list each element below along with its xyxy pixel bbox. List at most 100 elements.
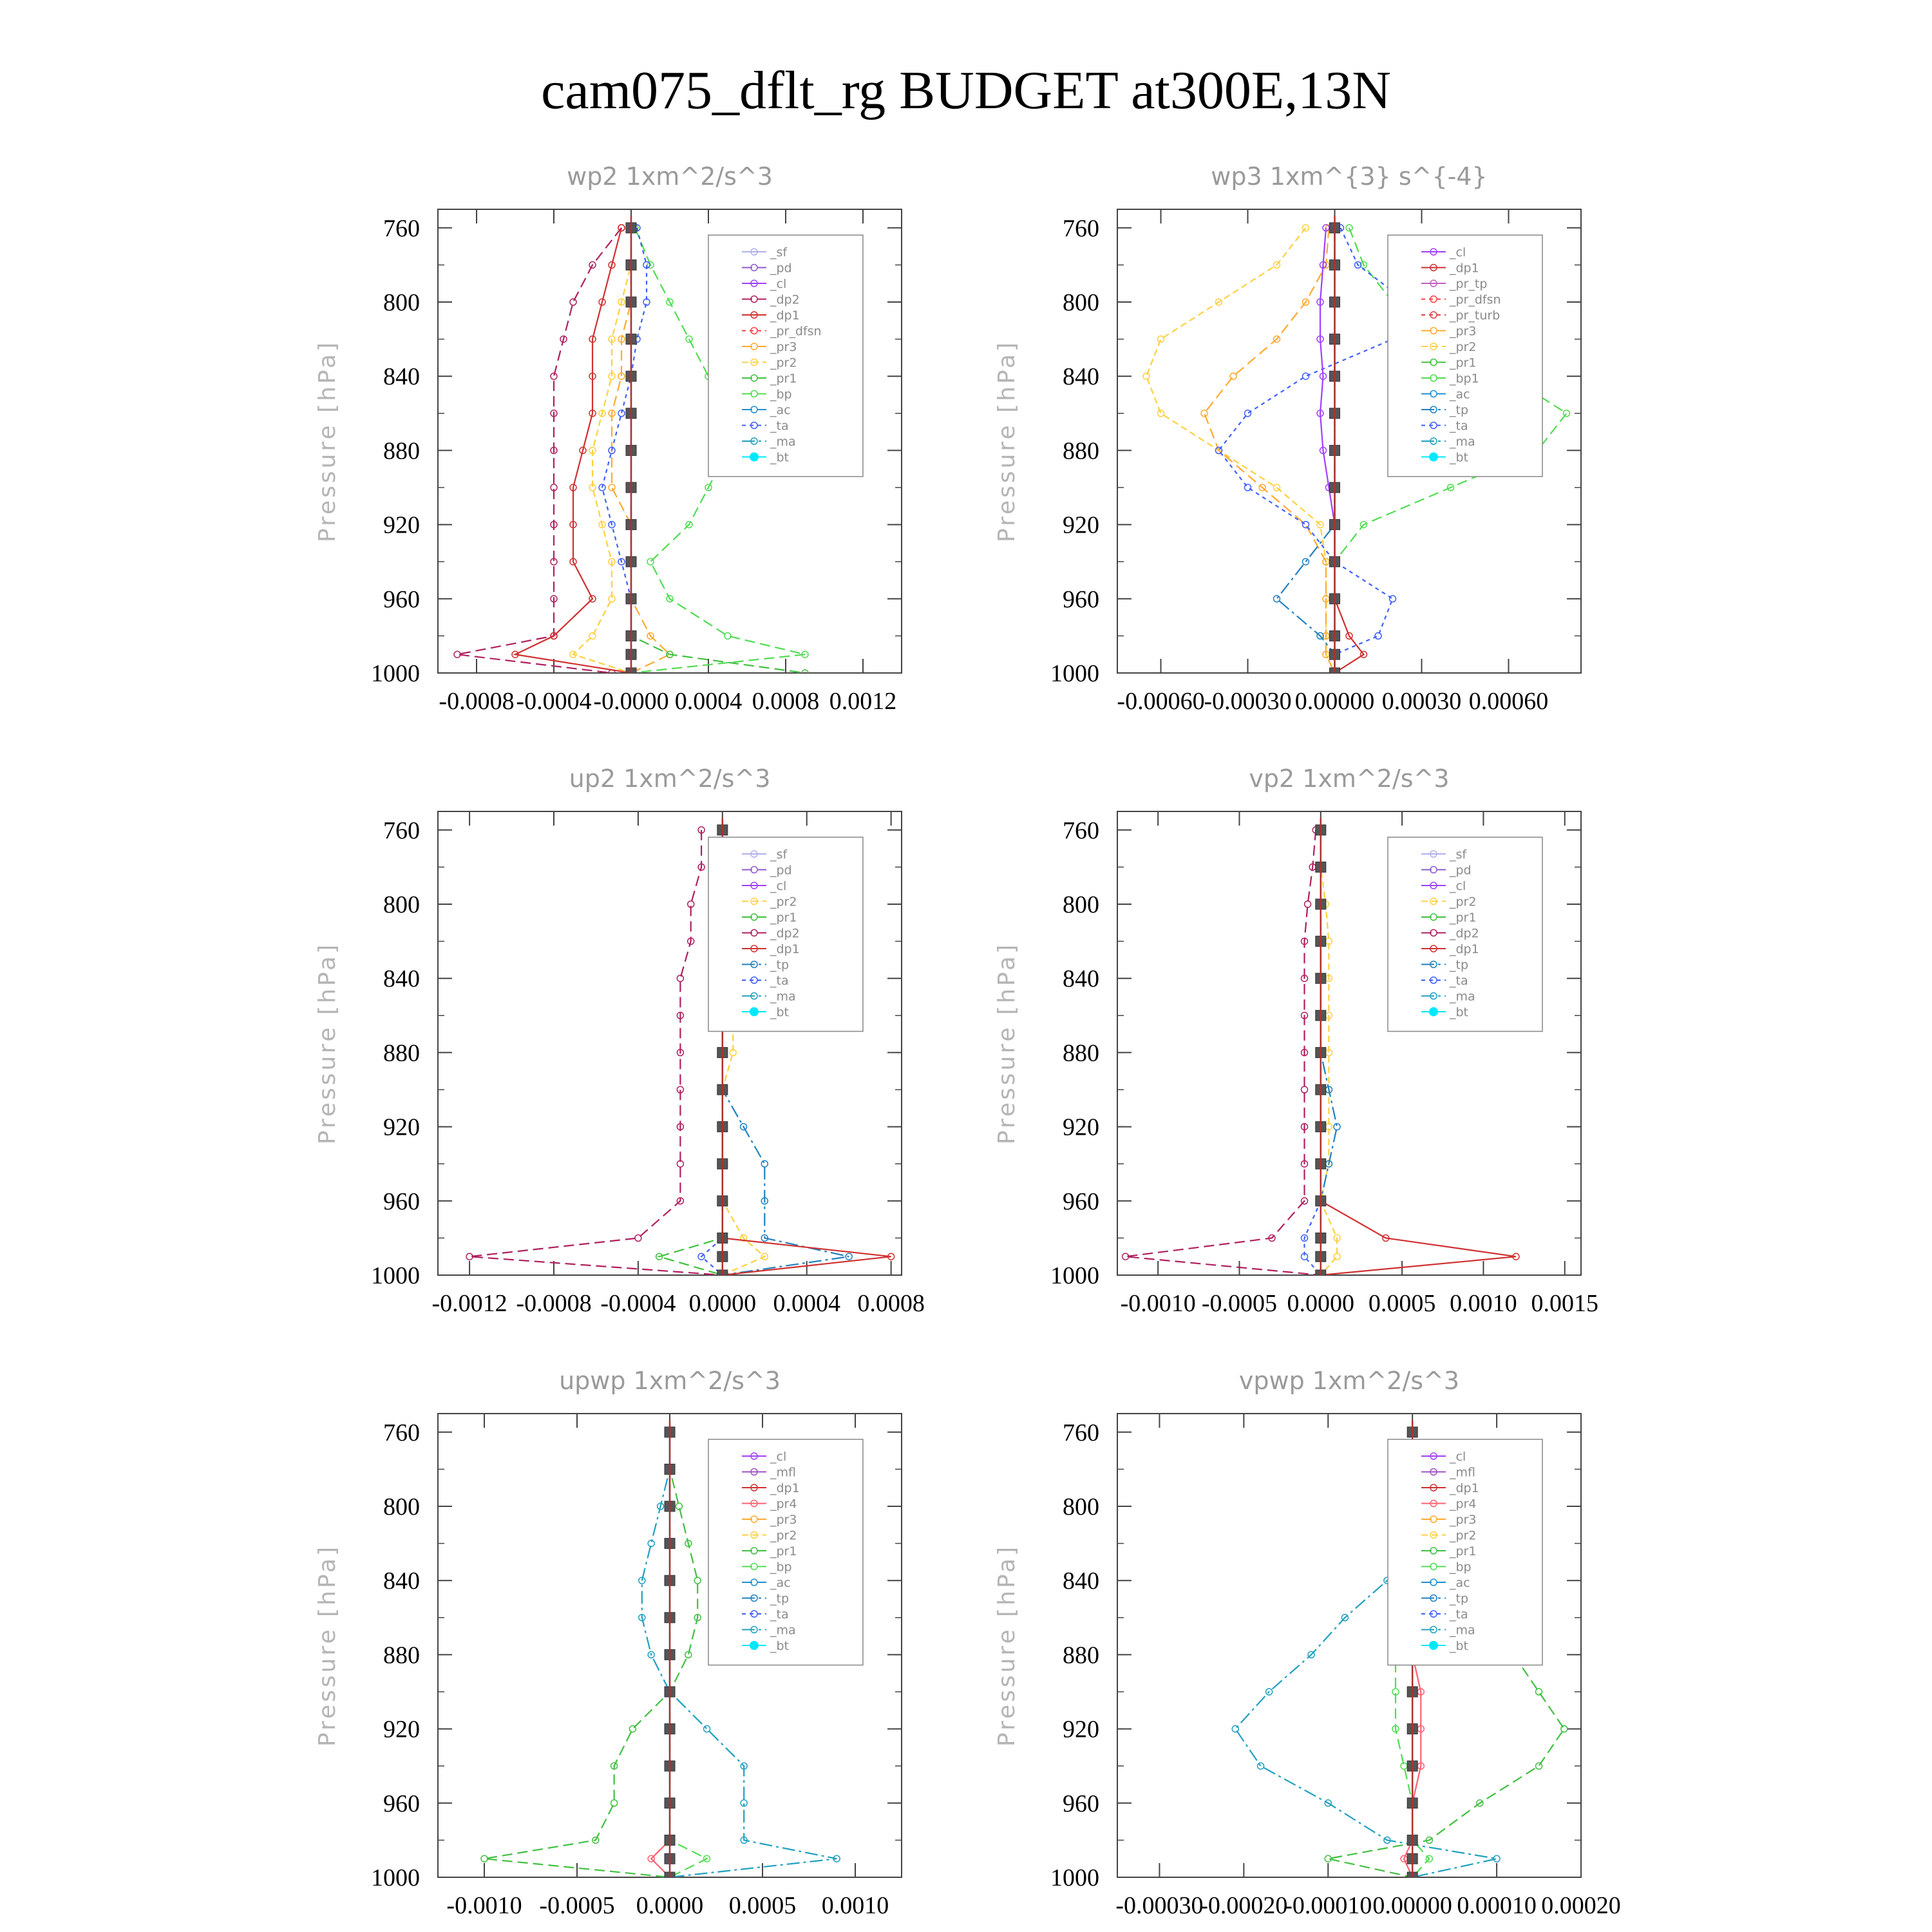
legend-label: _mfl [770, 1466, 796, 1480]
series-line-ta [1218, 227, 1408, 673]
data-point [579, 446, 587, 455]
x-tick-label: 0.0012 [829, 688, 897, 715]
x-tick-label: -0.0004 [516, 688, 591, 715]
x-tick-label: 0.0005 [729, 1892, 797, 1919]
legend-marker [750, 897, 758, 905]
legend-marker [750, 327, 758, 335]
legend-label: _dp1 [770, 942, 800, 956]
data-point [685, 335, 693, 343]
data-point [1392, 1688, 1399, 1696]
legend-label: _pr_dfsn [770, 325, 822, 339]
data-point [618, 335, 625, 343]
data-point [1300, 1086, 1309, 1094]
panel-title: up2 1xm^2/s^3 [569, 764, 771, 793]
data-point [1142, 372, 1150, 380]
data-point [740, 1836, 748, 1844]
legend-marker [1430, 1484, 1437, 1492]
series-line-dp2 [469, 829, 723, 1275]
y-tick-label: 960 [383, 1188, 420, 1215]
series-line-pr2 [721, 829, 766, 1275]
data-point [1382, 1234, 1390, 1242]
legend-marker [750, 263, 758, 272]
data-point [647, 1651, 655, 1659]
data-point [1302, 558, 1310, 565]
data-point [1215, 446, 1223, 455]
plot-frame [437, 811, 902, 1276]
panel-6: vpwp 1xm^2/s^3 Pressure [hPa] 760 800 840 880… [994, 1367, 1621, 1919]
panel-2: wp3 1xm^{3} s^{-4} Pressure [hPa] 760 800 84… [994, 162, 1582, 715]
data-point [511, 650, 519, 658]
series-line-dp2 [457, 227, 622, 673]
y-tick-label: 840 [1063, 363, 1099, 390]
data-point [676, 1086, 685, 1094]
data-point [1560, 1725, 1568, 1733]
legend-marker [1430, 1625, 1437, 1634]
legend-label: _bp [1449, 1560, 1472, 1575]
legend-marker [1430, 1547, 1437, 1555]
legend-marker [750, 1531, 758, 1539]
legend-label: _ac [1449, 388, 1470, 402]
y-tick-label: 800 [383, 289, 420, 316]
x-tick-label: -0.0008 [516, 1290, 591, 1317]
legend-label: _ta [770, 1607, 789, 1622]
data-point [740, 1799, 748, 1807]
legend-marker [750, 1484, 758, 1492]
legend-marker [1430, 1452, 1437, 1460]
data-point [1359, 520, 1368, 529]
data-point [589, 261, 596, 269]
legend-marker [750, 279, 758, 287]
data-point [1258, 484, 1266, 491]
y-tick-label: 920 [383, 1114, 420, 1141]
data-point [1319, 261, 1327, 269]
data-point [569, 520, 577, 529]
data-point [1359, 261, 1368, 269]
data-point [610, 1799, 618, 1807]
x-tick-label: -0.00030 [1115, 1892, 1203, 1919]
y-tick-label: 880 [383, 1642, 420, 1669]
data-point [739, 1234, 748, 1242]
data-point [1562, 410, 1571, 417]
data-point [1231, 1725, 1240, 1733]
data-point [1476, 1799, 1484, 1807]
data-point [589, 595, 596, 603]
panel-5: upwp 1xm^2/s^3 Pressure [hPa] 760 800 840 880… [314, 1367, 902, 1919]
y-tick-label: 840 [383, 965, 420, 992]
legend-box [708, 234, 864, 477]
legend-marker [750, 421, 758, 430]
data-point [598, 298, 606, 306]
legend-marker [1429, 1641, 1438, 1650]
x-tick-label: -0.00010 [1284, 1892, 1372, 1919]
legend-marker [1430, 992, 1437, 1000]
series-line-dp2 [1125, 829, 1321, 1275]
legend-marker [750, 1499, 758, 1508]
y-tick-label: 760 [1063, 1419, 1099, 1446]
legend-marker [1430, 945, 1437, 952]
legend-label: _pr2 [770, 895, 797, 909]
legend-label: _pr2 [770, 1529, 797, 1543]
legend-marker [750, 1610, 758, 1618]
legend-label: _pr1 [770, 372, 797, 386]
y-axis-label: Pressure [hPa] [994, 340, 1020, 542]
data-point [1493, 1855, 1501, 1862]
legend-marker [1430, 897, 1437, 905]
y-tick-label: 1000 [371, 660, 420, 687]
y-tick-label: 880 [383, 1039, 420, 1066]
x-tick-label: 0.00020 [1541, 1892, 1621, 1919]
legend-label: _ta [1449, 974, 1468, 988]
data-point [643, 261, 650, 269]
legend-label: _pr1 [1449, 911, 1476, 925]
y-tick-label: 960 [1063, 586, 1099, 613]
data-point [724, 632, 732, 640]
data-point [1157, 410, 1165, 417]
legend-marker [750, 992, 758, 1000]
x-tick-label: -0.0010 [1121, 1290, 1196, 1317]
data-point [1273, 335, 1281, 343]
plot-frame [1117, 1413, 1582, 1878]
data-point [1273, 261, 1281, 269]
legend-label: _cl [770, 1450, 786, 1464]
data-point [1300, 1234, 1309, 1242]
legend-label: _sf [1449, 848, 1467, 862]
legend-label: _dp1 [770, 308, 800, 323]
legend-marker [1430, 279, 1437, 287]
data-point [1535, 1762, 1543, 1770]
